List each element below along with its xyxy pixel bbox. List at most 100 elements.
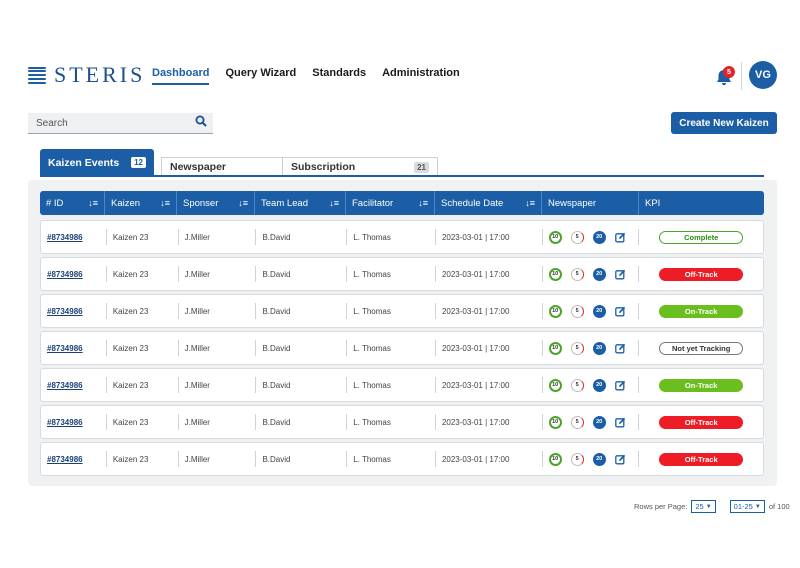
status-circle-red[interactable]: 5 — [570, 378, 584, 392]
tab-label: Newspaper — [170, 161, 227, 173]
cell-newspaper: 10 5 20 — [541, 451, 639, 467]
tab-count: 12 — [131, 157, 146, 168]
status-circle-blue[interactable]: 20 — [592, 341, 606, 355]
col-label: Newspaper — [548, 197, 597, 209]
create-new-kaizen-button[interactable]: Create New Kaizen — [671, 112, 777, 134]
status-circle-green[interactable]: 10 — [548, 341, 562, 355]
cell-kaizen: Kaizen 23 — [105, 414, 178, 430]
cell-team-lead: B.David — [255, 303, 346, 319]
cell-facilitator: L. Thomas — [346, 414, 435, 430]
steris-logo[interactable]: STERIS — [28, 62, 145, 88]
edit-icon[interactable] — [615, 453, 627, 465]
cell-kaizen: Kaizen 23 — [105, 303, 178, 319]
cell-schedule-date: 2023-03-01 | 17:00 — [434, 340, 542, 356]
cell-schedule-date: 2023-03-01 | 17:00 — [434, 414, 542, 430]
sort-icon[interactable]: ↓≡ — [525, 198, 535, 208]
status-circle-red[interactable]: 5 — [570, 341, 584, 355]
table-row[interactable]: #8734986 Kaizen 23 J.Miller B.David L. Thoma… — [40, 220, 764, 254]
table-row[interactable]: #8734986 Kaizen 23 J.Miller B.David L. Thoma… — [40, 442, 764, 476]
edit-icon[interactable] — [615, 379, 627, 391]
table-row[interactable]: #8734986 Kaizen 23 J.Miller B.David L. Thoma… — [40, 257, 764, 291]
cell-facilitator: L. Thomas — [346, 229, 435, 245]
status-circle-green[interactable]: 10 — [548, 452, 562, 466]
cell-schedule-date: 2023-03-01 | 17:00 — [434, 451, 542, 467]
status-circle-green[interactable]: 10 — [548, 378, 562, 392]
tabs: Kaizen Events 12 Newspaper 18 Subscripti… — [40, 149, 764, 176]
status-circle-blue[interactable]: 20 — [592, 230, 606, 244]
col-label: Kaizen — [111, 197, 141, 209]
sort-icon[interactable]: ↓≡ — [329, 198, 339, 208]
table-header: # ID ↓≡ Kaizen ↓≡ Sponser ↓≡ Team Lead ↓≡ Fa… — [40, 191, 764, 215]
cell-kaizen: Kaizen 23 — [105, 229, 178, 245]
page-range-select[interactable]: 01-25 ▼ — [729, 500, 765, 513]
tab-subscription[interactable]: Subscription 21 — [282, 157, 438, 176]
col-label: Facilitator — [352, 197, 394, 209]
nav-query-wizard[interactable]: Query Wizard — [225, 67, 297, 79]
status-circle-red[interactable]: 5 — [570, 452, 584, 466]
cell-id: #8734986 — [41, 303, 106, 319]
edit-icon[interactable] — [615, 416, 627, 428]
cell-kaizen: Kaizen 23 — [105, 266, 178, 282]
table-row[interactable]: #8734986 Kaizen 23 J.Miller B.David L. Thoma… — [40, 294, 764, 328]
status-circle-blue[interactable]: 20 — [592, 304, 606, 318]
nav-standards[interactable]: Standards — [312, 67, 367, 79]
tab-kaizen-events[interactable]: Kaizen Events 12 — [40, 149, 154, 176]
cell-team-lead: B.David — [255, 414, 346, 430]
sort-icon[interactable]: ↓≡ — [160, 198, 170, 208]
col-facilitator[interactable]: Facilitator ↓≡ — [346, 191, 435, 215]
avatar[interactable]: VG — [749, 61, 777, 89]
status-circle-green[interactable]: 10 — [548, 267, 562, 281]
cell-team-lead: B.David — [255, 229, 346, 245]
col-schedule-date[interactable]: Schedule Date ↓≡ — [435, 191, 542, 215]
edit-icon[interactable] — [615, 305, 627, 317]
edit-icon[interactable] — [615, 342, 627, 354]
col-id[interactable]: # ID ↓≡ — [40, 191, 105, 215]
status-circle-green[interactable]: 10 — [548, 230, 562, 244]
col-label: KPI — [645, 197, 661, 209]
col-kaizen[interactable]: Kaizen ↓≡ — [105, 191, 177, 215]
cell-facilitator: L. Thomas — [346, 340, 435, 356]
tab-label: Subscription — [291, 161, 356, 173]
col-team-lead[interactable]: Team Lead ↓≡ — [255, 191, 346, 215]
kaizen-id-link[interactable]: #8734986 — [47, 417, 83, 427]
cell-sponsor: J.Miller — [177, 414, 256, 430]
logo-text: STERIS — [54, 62, 146, 87]
kpi-status-badge: On-Track — [659, 378, 744, 392]
table-row[interactable]: #8734986 Kaizen 23 J.Miller B.David L. Thoma… — [40, 405, 764, 439]
kaizen-id-link[interactable]: #8734986 — [47, 380, 83, 390]
main-nav: Dashboard Query Wizard Standards Adminis… — [152, 67, 460, 85]
edit-icon[interactable] — [615, 231, 627, 243]
cell-id: #8734986 — [41, 340, 106, 356]
col-sponsor[interactable]: Sponser ↓≡ — [177, 191, 255, 215]
sort-icon[interactable]: ↓≡ — [238, 198, 248, 208]
edit-icon[interactable] — [615, 268, 627, 280]
status-circle-green[interactable]: 10 — [548, 304, 562, 318]
table-row[interactable]: #8734986 Kaizen 23 J.Miller B.David L. Thoma… — [40, 331, 764, 365]
table-row[interactable]: #8734986 Kaizen 23 J.Miller B.David L. Thoma… — [40, 368, 764, 402]
kaizen-id-link[interactable]: #8734986 — [47, 232, 83, 242]
kaizen-id-link[interactable]: #8734986 — [47, 343, 83, 353]
status-circle-blue[interactable]: 20 — [592, 267, 606, 281]
status-circle-red[interactable]: 5 — [570, 267, 584, 281]
rows-per-page-select[interactable]: 25 ▼ — [691, 500, 716, 513]
chevron-down-icon: ▼ — [754, 503, 761, 510]
nav-dashboard[interactable]: Dashboard — [152, 67, 210, 85]
status-circle-blue[interactable]: 20 — [592, 415, 606, 429]
search-icon[interactable] — [195, 114, 207, 132]
status-circle-red[interactable]: 5 — [570, 415, 584, 429]
status-circle-red[interactable]: 5 — [570, 304, 584, 318]
kaizen-id-link[interactable]: #8734986 — [47, 269, 83, 279]
cell-id: #8734986 — [41, 414, 106, 430]
kaizen-id-link[interactable]: #8734986 — [47, 306, 83, 316]
status-circle-blue[interactable]: 20 — [592, 452, 606, 466]
kaizen-id-link[interactable]: #8734986 — [47, 454, 83, 464]
search-input[interactable] — [36, 117, 176, 129]
sort-icon[interactable]: ↓≡ — [88, 198, 98, 208]
table-body: #8734986 Kaizen 23 J.Miller B.David L. Thoma… — [40, 220, 764, 479]
sort-icon[interactable]: ↓≡ — [418, 198, 428, 208]
status-circle-red[interactable]: 5 — [570, 230, 584, 244]
nav-administration[interactable]: Administration — [382, 67, 460, 79]
status-circle-blue[interactable]: 20 — [592, 378, 606, 392]
status-circle-green[interactable]: 10 — [548, 415, 562, 429]
cell-newspaper: 10 5 20 — [541, 340, 639, 356]
